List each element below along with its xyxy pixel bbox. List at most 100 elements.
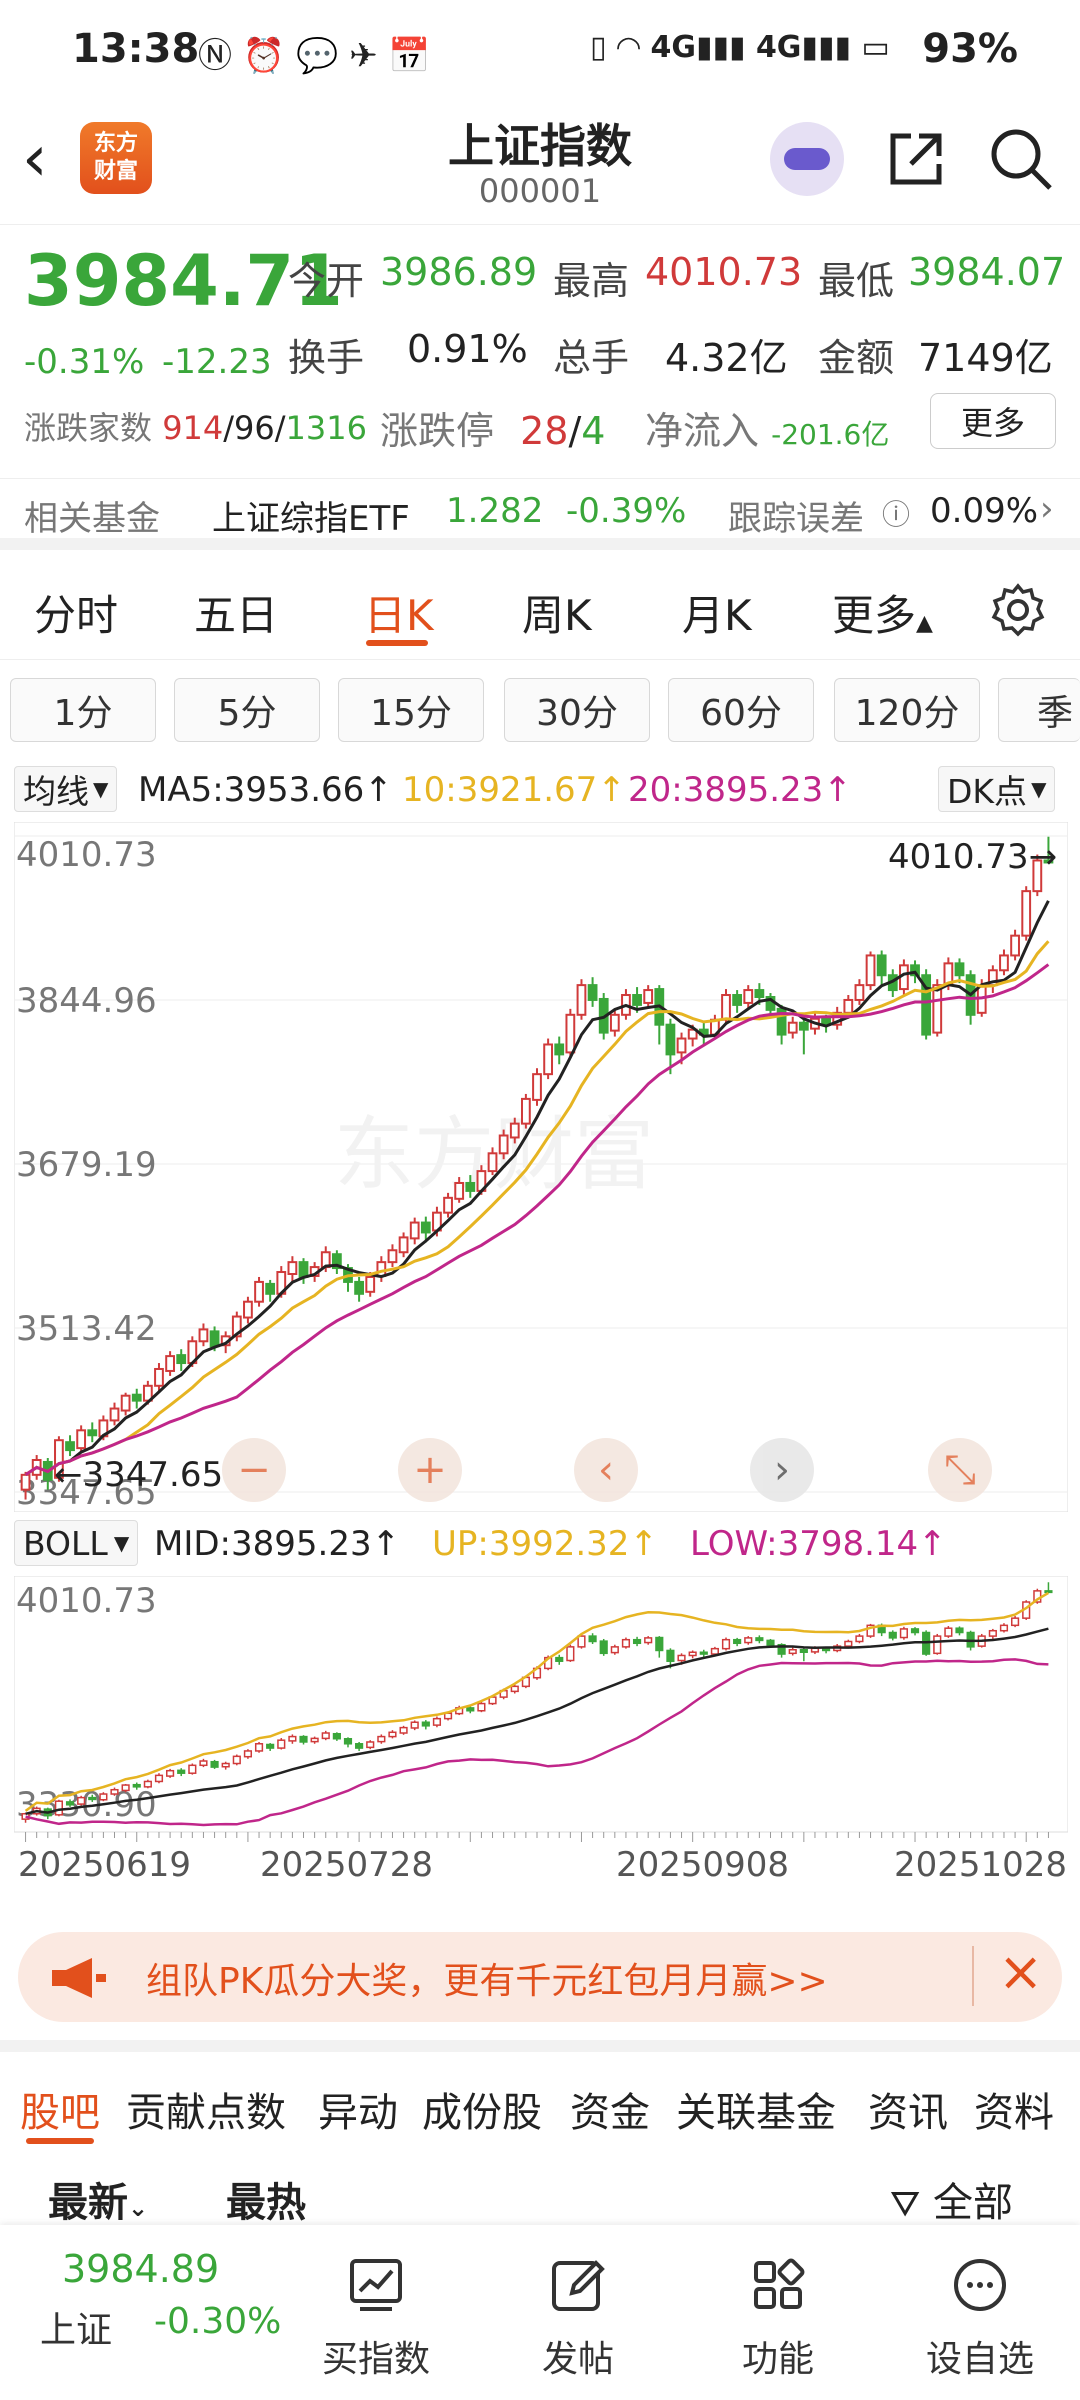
boll-candle-body: [866, 1624, 875, 1637]
boll-candle-body: [788, 1648, 797, 1655]
notification-icons: Ⓝ ⏰ 💬 ✈ 📅: [198, 36, 431, 76]
bottom-index-name: 上证: [40, 2310, 113, 2351]
functions-button[interactable]: 功能: [708, 2255, 848, 2382]
tab-related-funds[interactable]: 关联基金: [676, 2090, 836, 2136]
interval-season-button[interactable]: 季: [998, 678, 1080, 742]
candle-body: [565, 1013, 576, 1054]
boll-candle-body: [644, 1637, 653, 1644]
status-time: 13:38: [72, 26, 200, 72]
header: ‹ 东方 财富 上证指数 000001: [0, 100, 1080, 225]
pan-right-button[interactable]: ›: [750, 1438, 814, 1502]
close-icon[interactable]: ×: [998, 1940, 1044, 2003]
candlestick-chart[interactable]: 4010.733844.963679.193513.423347.65东方财富4…: [14, 822, 1068, 1512]
active-tab-indicator: [366, 640, 428, 646]
boll-selector[interactable]: BOLL ▼: [14, 1520, 139, 1566]
zoom-in-button[interactable]: +: [398, 1438, 462, 1502]
tab-forum[interactable]: 股吧: [20, 2090, 100, 2136]
candle-body: [520, 1097, 531, 1125]
interval-60min-button[interactable]: 60分: [668, 678, 814, 742]
ma5-legend: MA5:3953.66↑: [138, 770, 393, 810]
battery-level: 93%: [922, 26, 1018, 72]
current-price: 3984.71: [24, 240, 343, 322]
boll-candle-body: [466, 1707, 475, 1712]
boll-candle-body: [799, 1648, 808, 1654]
boll-candle-body: [710, 1647, 719, 1655]
chart-icon: [350, 2259, 402, 2311]
candle-body: [854, 984, 865, 1001]
indicator-selector[interactable]: 均线 ▼: [14, 766, 118, 812]
boll-candle-body: [577, 1635, 586, 1648]
tab-profile[interactable]: 资料: [974, 2090, 1054, 2136]
sort-hot[interactable]: 最热: [226, 2180, 306, 2226]
boll-mid-legend: MID:3895.23↑: [154, 1524, 401, 1564]
grid-icon: [754, 2258, 805, 2309]
tab-five-day[interactable]: 五日: [194, 591, 279, 640]
boll-candle-body: [321, 1732, 330, 1740]
help-icon[interactable]: ⓘ: [882, 498, 911, 531]
boll-candle-body: [621, 1638, 631, 1648]
candle-body: [754, 989, 765, 998]
candle-body: [1043, 859, 1054, 864]
candle-body: [231, 1315, 242, 1338]
dk-point-selector[interactable]: DK点 ▼: [938, 766, 1056, 812]
boll-candle-body: [721, 1638, 731, 1650]
gear-icon[interactable]: [990, 582, 1046, 638]
tab-constituents[interactable]: 成份股: [422, 2090, 542, 2136]
boll-candle-body: [54, 1800, 63, 1816]
fund-price: 1.282: [446, 491, 544, 531]
tab-daily-k[interactable]: 日K: [364, 591, 434, 640]
share-icon[interactable]: [885, 128, 947, 190]
tab-weekly-k[interactable]: 周K: [522, 591, 592, 640]
content-tabs: 股吧 贡献点数 异动 成份股 资金 关联基金 资讯 资料: [0, 2040, 1080, 2144]
more-button[interactable]: 更多: [930, 393, 1056, 449]
tab-capital[interactable]: 资金: [570, 2090, 650, 2136]
related-fund-row[interactable]: 相关基金 上证综指ETF 1.282 -0.39% 跟踪误差 ⓘ 0.09% ›: [0, 478, 1080, 550]
tab-movement[interactable]: 异动: [318, 2090, 398, 2136]
volume-value: 4.32亿: [665, 336, 788, 380]
boll-candle-body: [588, 1635, 597, 1643]
boll-candle-body: [555, 1656, 564, 1662]
ma20-line: [24, 963, 1050, 1477]
zoom-out-button[interactable]: −: [222, 1438, 286, 1502]
interval-30min-button[interactable]: 30分: [504, 678, 650, 742]
interval-1min-button[interactable]: 1分: [10, 678, 156, 742]
fullscreen-button[interactable]: ⤡: [928, 1438, 992, 1502]
boll-candle-body: [210, 1760, 219, 1768]
limit-row: 涨跌停 28/4: [380, 409, 606, 453]
back-icon[interactable]: ‹: [22, 122, 48, 196]
sort-latest[interactable]: 最新⌄: [48, 2180, 149, 2226]
filter-button[interactable]: ⛛ 全部: [890, 2180, 1013, 2226]
interval-120min-button[interactable]: 120分: [834, 678, 980, 742]
candle-body: [876, 954, 887, 977]
boll-candle-body: [188, 1764, 197, 1774]
assistant-robot-icon[interactable]: [770, 122, 844, 196]
tab-monthly-k[interactable]: 月K: [682, 591, 752, 640]
tab-contribution[interactable]: 贡献点数: [126, 2090, 286, 2136]
tab-news[interactable]: 资讯: [868, 2090, 948, 2136]
candle-body: [498, 1134, 509, 1155]
boll-candle-body: [288, 1735, 297, 1742]
add-watchlist-button[interactable]: 设自选: [910, 2255, 1050, 2382]
bottom-bar: 3984.89 上证 -0.30% 买指数 发帖 功能 设自选: [0, 2225, 1080, 2400]
candle-body: [387, 1249, 398, 1264]
boll-candle-body: [421, 1721, 430, 1727]
tab-more[interactable]: 更多▲: [832, 591, 933, 640]
boll-candle-body: [666, 1649, 675, 1662]
boll-candle-body: [77, 1796, 86, 1805]
low-value: 3984.07: [908, 250, 1066, 294]
tab-minute[interactable]: 分时: [34, 591, 119, 640]
candle-body: [543, 1043, 554, 1076]
interval-15min-button[interactable]: 15分: [338, 678, 484, 742]
pan-left-button[interactable]: ‹: [574, 1438, 638, 1502]
boll-candle-body: [254, 1743, 264, 1752]
buy-index-button[interactable]: 买指数: [306, 2255, 446, 2382]
interval-5min-button[interactable]: 5分: [174, 678, 320, 742]
search-icon[interactable]: [988, 126, 1054, 192]
boll-candle-body: [910, 1628, 920, 1634]
promo-banner[interactable]: 组队PK瓜分大奖，更有千元红包月月赢>> ×: [18, 1932, 1062, 2022]
more-dots-icon: [954, 2259, 1006, 2311]
post-button[interactable]: 发帖: [508, 2255, 648, 2382]
candle-body: [176, 1354, 187, 1365]
candle-body: [954, 962, 965, 977]
